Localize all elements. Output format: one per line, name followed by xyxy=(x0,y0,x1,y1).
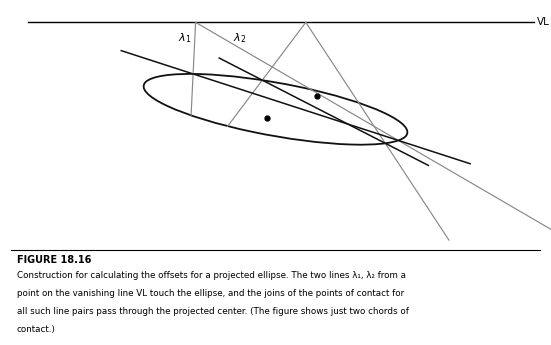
Text: FIGURE 18.16: FIGURE 18.16 xyxy=(17,255,91,265)
Text: contact.): contact.) xyxy=(17,325,56,334)
Text: $\lambda_2$: $\lambda_2$ xyxy=(233,32,246,46)
Text: Construction for calculating the offsets for a projected ellipse. The two lines : Construction for calculating the offsets… xyxy=(17,271,406,280)
Text: $\lambda_1$: $\lambda_1$ xyxy=(178,32,191,46)
Text: point on the vanishing line VL touch the ellipse, and the joins of the points of: point on the vanishing line VL touch the… xyxy=(17,289,404,298)
Text: VL: VL xyxy=(537,17,550,27)
Text: all such line pairs pass through the projected center. (The figure shows just tw: all such line pairs pass through the pro… xyxy=(17,307,408,316)
